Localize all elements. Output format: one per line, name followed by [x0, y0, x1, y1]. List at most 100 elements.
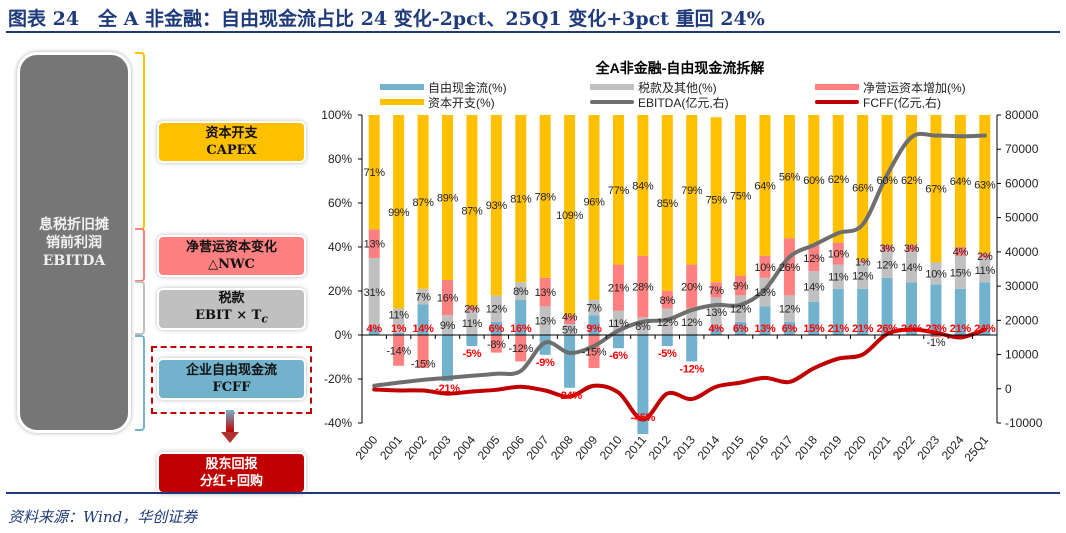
fcff-brace	[135, 335, 145, 431]
data-label-1-2018: 14%	[803, 282, 825, 294]
left-tick-label: -20%	[324, 372, 352, 386]
x-tick-label: 2006	[499, 433, 527, 463]
bar-2-2015	[735, 275, 747, 296]
capex-box: 资本开支 CAPEX	[157, 121, 306, 163]
legend-label-3: 资本开支(%)	[428, 96, 495, 110]
data-label-0-2006: 16%	[510, 323, 532, 335]
x-tick-label: 2017	[768, 433, 796, 463]
bar-0-2000	[368, 326, 380, 335]
data-label-0-2020: 21%	[852, 323, 874, 335]
x-tick-label: 2015	[719, 433, 747, 463]
data-label-3-2008: 109%	[556, 210, 583, 222]
data-label-2-2008: 4%	[562, 312, 578, 324]
bar-1-2024	[954, 255, 966, 289]
data-label-1-2004: 11%	[462, 318, 483, 330]
data-label-2-2005: -8%	[487, 339, 506, 351]
data-label-1-2005: 12%	[486, 304, 508, 316]
data-label-3-2012: 85%	[657, 198, 679, 210]
bar-1-2008	[564, 324, 576, 335]
bar-1-2015	[735, 295, 747, 322]
bar-3-2008	[564, 115, 576, 316]
data-label-3-2022: 62%	[901, 175, 923, 187]
bar-1-2001	[393, 308, 405, 333]
source-note: 资料来源：Wind，华创证券	[8, 508, 198, 526]
bar-3-2010	[612, 115, 624, 265]
data-label-2-2021: 3%	[879, 243, 895, 255]
bar-3-2017	[783, 115, 795, 239]
data-label-1-2011: 8%	[635, 321, 651, 333]
legend-label-5: FCFF(亿元,右)	[863, 95, 941, 110]
data-label-2-2002: -15%	[411, 359, 436, 371]
data-label-2-2010: 21%	[608, 283, 630, 295]
data-label-0-2016: 13%	[754, 323, 776, 335]
chart-title: 全A非金融-自由现金流拆解	[595, 60, 765, 76]
data-label-1-2010: 11%	[608, 318, 629, 330]
data-label-1-2017: 12%	[779, 304, 801, 316]
right-tick-label: 40000	[1005, 245, 1039, 259]
x-tick-label: 2004	[450, 433, 478, 463]
x-tick-label: 2001	[377, 433, 405, 463]
bar-1-2022	[906, 251, 918, 283]
data-label-3-2002: 87%	[412, 197, 434, 209]
bar-0-2012	[661, 335, 673, 346]
left-tick-label: 80%	[328, 152, 352, 166]
data-label-3-2016: 64%	[754, 180, 776, 192]
data-label-3-2010: 77%	[608, 185, 630, 197]
bar-1-2017	[783, 295, 795, 322]
bar-2-2009	[588, 335, 600, 368]
x-tick-label: 2016	[743, 433, 771, 463]
data-label-2-2012: 8%	[660, 295, 676, 307]
bar-2-2011	[637, 255, 649, 318]
bar-1-2005	[490, 295, 502, 322]
bar-1-2019	[832, 264, 844, 289]
bar-1-2009	[588, 299, 600, 316]
bar-1-2010	[612, 310, 624, 335]
x-tick-label: 2005	[475, 433, 503, 463]
data-label-2-2009: -15%	[582, 347, 607, 359]
data-label-2-2024: 4%	[953, 246, 969, 258]
data-label-3-2023: 67%	[925, 184, 947, 196]
shareholder-label-1: 股东回报	[205, 457, 258, 472]
bar-0-2005	[490, 321, 502, 335]
data-label-1-2015: 12%	[730, 304, 752, 316]
bar-2-2014	[710, 282, 722, 298]
data-label-2-2004: 2%	[464, 304, 480, 316]
bar-3-2016	[759, 115, 771, 256]
x-tick-label: 2022	[890, 433, 918, 463]
bar-3-2020	[857, 115, 869, 261]
data-label-2-2017: 26%	[779, 262, 801, 274]
bar-2-2006	[515, 335, 527, 362]
x-tick-label: 2003	[426, 433, 454, 463]
bar-2-2022	[906, 244, 918, 252]
data-label-0-2004: -5%	[463, 348, 482, 360]
bar-2-2004	[466, 306, 478, 311]
data-label-1-2008: 5%	[562, 325, 578, 337]
right-tick-label: 50000	[1005, 211, 1039, 225]
ebitda-label-1: 息税折旧摊	[39, 216, 109, 233]
bar-3-2012	[661, 115, 673, 291]
legend: 自由现金流(%) 税款及其他(%) 净营运资本增加(%) 资本开支(%) EBITDA(…	[380, 80, 966, 110]
legend-label-4: EBITDA(亿元,右)	[638, 95, 729, 110]
x-tick-label: 2019	[817, 433, 845, 463]
data-label-1-25Q1: 11%	[975, 265, 996, 277]
right-tick-label: 60000	[1005, 176, 1039, 190]
data-label-1-2014: 13%	[706, 307, 728, 319]
left-tick-label: 40%	[328, 240, 352, 254]
data-label-0-2003: -21%	[435, 383, 460, 395]
data-label-1-2016: 13%	[754, 287, 776, 299]
left-tick-label: 60%	[328, 196, 352, 210]
data-label-0-2021: 26%	[877, 323, 899, 335]
bar-1-2003	[441, 315, 453, 335]
right-tick-label: 20000	[1005, 313, 1039, 327]
legend-swatch-0	[380, 84, 424, 90]
nwc-label-en: △NWC	[208, 257, 255, 272]
right-tick-label: 30000	[1005, 279, 1039, 293]
right-tick-label: 80000	[1005, 108, 1039, 122]
bar-0-2002	[417, 304, 429, 335]
capex-label-en: CAPEX	[206, 143, 257, 158]
fcff-label-en: FCFF	[212, 380, 251, 395]
bar-2-2000	[368, 229, 380, 258]
data-label-0-2000: 4%	[367, 323, 383, 335]
data-label-2-2001: -14%	[386, 345, 411, 357]
